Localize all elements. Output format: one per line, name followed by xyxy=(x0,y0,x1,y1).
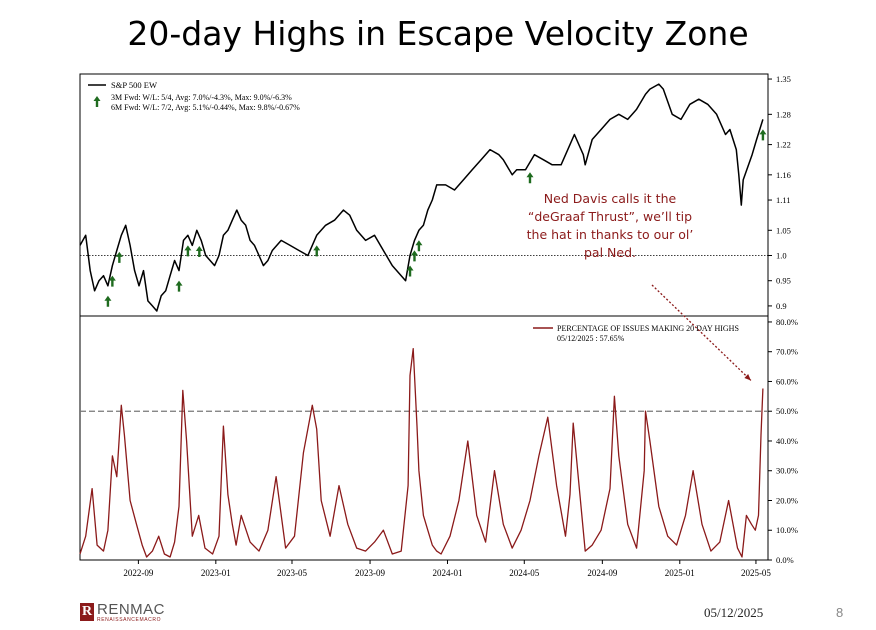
pct-legend-label: PERCENTAGE OF ISSUES MAKING 20 DAY HIGHS xyxy=(557,324,739,333)
spx-y-tick-label: 1.11 xyxy=(776,195,791,205)
signal-arrow-icon xyxy=(410,250,418,262)
signal-arrow-icon-shape xyxy=(195,246,203,258)
signal-arrow-icon xyxy=(759,129,767,141)
renmac-logo: R RENMAC RENAISSANCEMACRO xyxy=(80,600,165,624)
signal-arrow-icon-shape xyxy=(175,280,183,292)
signal-arrow-icon xyxy=(415,240,423,252)
signal-arrow-icon-shape xyxy=(115,251,123,263)
signal-arrow-icon xyxy=(108,275,116,287)
legend-arrow-icon xyxy=(93,96,101,107)
x-tick-label: 2023-01 xyxy=(201,568,231,578)
pct-y-tick-label: 0.0% xyxy=(776,555,794,565)
signal-arrow-icon xyxy=(184,245,192,257)
logo-name: RENMAC xyxy=(97,600,166,618)
signal-arrow-icon-shape xyxy=(104,295,112,307)
x-tick-label: 2025-05 xyxy=(741,568,771,578)
stats-3m-label: 3M Fwd: W/L: 5/4, Avg: 7.0%/-4.3%, Max: … xyxy=(111,93,292,102)
signal-arrow-icon xyxy=(115,251,123,263)
callout-arrow xyxy=(651,284,752,381)
footer-date: 05/12/2025 xyxy=(704,605,764,620)
signal-arrow-icon xyxy=(313,245,321,257)
signal-arrow-icon xyxy=(175,280,183,292)
logo-mark: R xyxy=(80,603,94,621)
signal-arrow-icon-shape xyxy=(184,245,192,257)
x-tick-label: 2024-09 xyxy=(587,568,617,578)
x-tick-label: 2024-05 xyxy=(509,568,539,578)
signal-arrow-icon xyxy=(526,172,534,184)
x-tick-label: 2022-09 xyxy=(123,568,153,578)
legend-arrow-icon-shape xyxy=(93,96,101,107)
pct-y-tick-label: 80.0% xyxy=(776,317,798,327)
stats-6m-label: 6M Fwd: W/L: 7/2, Avg: 5.1%/-0.44%, Max:… xyxy=(111,103,300,112)
spx-y-tick-label: 0.95 xyxy=(776,276,791,286)
spx-legend-label: S&P 500 EW xyxy=(111,80,157,90)
spx-y-tick-label: 1.22 xyxy=(776,140,791,150)
x-tick-label: 2025-01 xyxy=(665,568,695,578)
logo-text: RENMAC RENAISSANCEMACRO xyxy=(97,602,165,623)
spx-y-tick-label: 1.35 xyxy=(776,74,791,84)
signal-arrow-icon xyxy=(406,265,414,277)
spx-y-tick-label: 1.0 xyxy=(776,251,787,261)
signal-arrow-icon xyxy=(195,246,203,258)
chart-area: 0.9 0.95 1.0 1.05 1.11 1.16 1.22 1.28 1.35 S&P 50… xyxy=(79,73,798,578)
signal-arrow-icon-shape xyxy=(415,240,423,252)
slide-title: 20-day Highs in Escape Velocity Zone xyxy=(127,14,749,53)
callout-note: Ned Davis calls it the “deGraaf Thrust”,… xyxy=(526,191,694,260)
spx-y-tick-label: 0.9 xyxy=(776,301,787,311)
spx-y-tick-label: 1.28 xyxy=(776,109,791,119)
signal-arrow-icon-shape xyxy=(410,250,418,262)
spx-series-line xyxy=(79,83,764,312)
x-tick-label: 2023-05 xyxy=(277,568,307,578)
spx-y-tick-label: 1.05 xyxy=(776,225,791,235)
pct-y-tick-label: 50.0% xyxy=(776,406,798,416)
pct-legend-value: 05/12/2025 : 57.65% xyxy=(557,334,625,343)
logo-sub: RENAISSANCEMACRO xyxy=(97,616,162,623)
signal-arrow-icon-shape xyxy=(759,129,767,141)
signal-arrow-icon xyxy=(104,295,112,307)
spx-y-tick-label: 1.16 xyxy=(776,170,791,180)
x-axis: 2022-09 2023-01 2023-05 2023-09 2024-01 2024-… xyxy=(123,560,771,578)
signal-arrow-icon-shape xyxy=(406,265,414,277)
callout-pointer-head xyxy=(744,374,751,381)
pct-y-tick-label: 40.0% xyxy=(776,436,798,446)
page-number: 8 xyxy=(836,605,844,620)
pct-y-tick-label: 20.0% xyxy=(776,495,798,505)
pct-y-tick-label: 10.0% xyxy=(776,525,798,535)
pct-y-tick-label: 60.0% xyxy=(776,376,798,386)
pct-panel: 0.0% 10.0% 20.0% 30.0% 40.0% 50.0% 60.0% 70.0% 8… xyxy=(79,315,798,565)
pct-panel-frame xyxy=(79,315,769,561)
pct-y-tick-label: 30.0% xyxy=(776,466,798,476)
callout-pointer-line xyxy=(651,284,752,381)
signal-arrow-icon-shape xyxy=(108,275,116,287)
signal-arrow-icon-shape xyxy=(526,172,534,184)
spx-panel: 0.9 0.95 1.0 1.05 1.11 1.16 1.22 1.28 1.35 S&P 50… xyxy=(79,73,791,317)
signal-arrow-icon-shape xyxy=(313,245,321,257)
pct-y-tick-label: 70.0% xyxy=(776,347,798,357)
x-tick-label: 2023-09 xyxy=(355,568,385,578)
x-tick-label: 2024-01 xyxy=(432,568,462,578)
pct-series-line xyxy=(79,348,764,558)
